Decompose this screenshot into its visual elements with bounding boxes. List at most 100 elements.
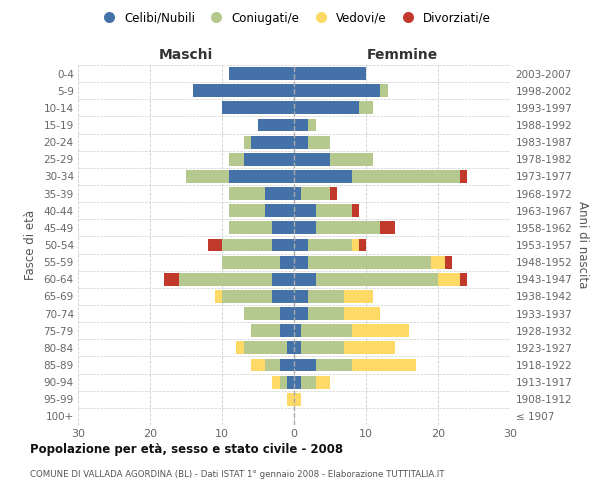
Bar: [352, 358, 416, 372]
Bar: [287, 393, 294, 406]
Bar: [352, 204, 359, 217]
Bar: [280, 307, 294, 320]
Bar: [215, 290, 222, 303]
Text: Maschi: Maschi: [159, 48, 213, 62]
Bar: [272, 273, 294, 285]
Bar: [265, 187, 294, 200]
Bar: [244, 136, 251, 148]
Bar: [287, 376, 294, 388]
Bar: [330, 153, 373, 166]
Bar: [294, 238, 308, 252]
Bar: [316, 376, 330, 388]
Bar: [179, 273, 272, 285]
Bar: [280, 358, 294, 372]
Bar: [280, 324, 294, 337]
Bar: [294, 222, 316, 234]
Bar: [445, 256, 452, 268]
Text: Popolazione per età, sesso e stato civile - 2008: Popolazione per età, sesso e stato civil…: [30, 442, 343, 456]
Bar: [460, 273, 467, 285]
Bar: [251, 358, 265, 372]
Bar: [244, 342, 287, 354]
Bar: [244, 153, 294, 166]
Bar: [294, 358, 316, 372]
Bar: [294, 204, 316, 217]
Bar: [330, 187, 337, 200]
Bar: [222, 238, 272, 252]
Bar: [244, 307, 280, 320]
Bar: [294, 307, 308, 320]
Bar: [208, 238, 222, 252]
Bar: [229, 170, 294, 183]
Y-axis label: Anni di nascita: Anni di nascita: [576, 202, 589, 288]
Bar: [431, 256, 445, 268]
Bar: [294, 187, 301, 200]
Bar: [229, 67, 294, 80]
Bar: [380, 222, 395, 234]
Bar: [294, 376, 301, 388]
Bar: [294, 256, 308, 268]
Bar: [438, 273, 460, 285]
Bar: [229, 204, 265, 217]
Bar: [294, 84, 380, 97]
Bar: [222, 290, 272, 303]
Bar: [294, 393, 301, 406]
Bar: [272, 222, 294, 234]
Bar: [294, 273, 316, 285]
Bar: [301, 324, 352, 337]
Bar: [301, 342, 344, 354]
Bar: [222, 102, 294, 114]
Bar: [186, 170, 229, 183]
Bar: [294, 118, 308, 132]
Bar: [344, 307, 380, 320]
Bar: [344, 342, 395, 354]
Bar: [251, 324, 280, 337]
Bar: [301, 376, 316, 388]
Bar: [229, 222, 272, 234]
Bar: [265, 204, 294, 217]
Bar: [308, 290, 344, 303]
Bar: [272, 290, 294, 303]
Bar: [352, 238, 359, 252]
Bar: [265, 358, 280, 372]
Bar: [308, 256, 431, 268]
Bar: [316, 204, 352, 217]
Bar: [316, 358, 352, 372]
Bar: [280, 376, 287, 388]
Bar: [301, 187, 330, 200]
Bar: [380, 84, 388, 97]
Bar: [294, 324, 301, 337]
Text: Femmine: Femmine: [367, 48, 437, 62]
Bar: [236, 342, 244, 354]
Bar: [258, 118, 294, 132]
Y-axis label: Fasce di età: Fasce di età: [23, 210, 37, 280]
Bar: [251, 136, 294, 148]
Bar: [294, 290, 308, 303]
Bar: [308, 238, 352, 252]
Bar: [308, 118, 316, 132]
Bar: [294, 102, 359, 114]
Bar: [352, 324, 409, 337]
Bar: [308, 307, 344, 320]
Bar: [359, 102, 373, 114]
Bar: [294, 170, 352, 183]
Bar: [359, 238, 366, 252]
Bar: [294, 67, 366, 80]
Legend: Celibi/Nubili, Coniugati/e, Vedovi/e, Divorziati/e: Celibi/Nubili, Coniugati/e, Vedovi/e, Di…: [92, 7, 496, 30]
Bar: [164, 273, 179, 285]
Bar: [229, 187, 265, 200]
Bar: [344, 290, 373, 303]
Bar: [308, 136, 330, 148]
Bar: [316, 222, 380, 234]
Bar: [294, 153, 330, 166]
Bar: [272, 376, 280, 388]
Text: COMUNE DI VALLADA AGORDINA (BL) - Dati ISTAT 1° gennaio 2008 - Elaborazione TUTT: COMUNE DI VALLADA AGORDINA (BL) - Dati I…: [30, 470, 445, 479]
Bar: [460, 170, 467, 183]
Bar: [193, 84, 294, 97]
Bar: [316, 273, 438, 285]
Bar: [229, 153, 244, 166]
Bar: [222, 256, 280, 268]
Bar: [352, 170, 460, 183]
Bar: [287, 342, 294, 354]
Bar: [272, 238, 294, 252]
Bar: [294, 136, 308, 148]
